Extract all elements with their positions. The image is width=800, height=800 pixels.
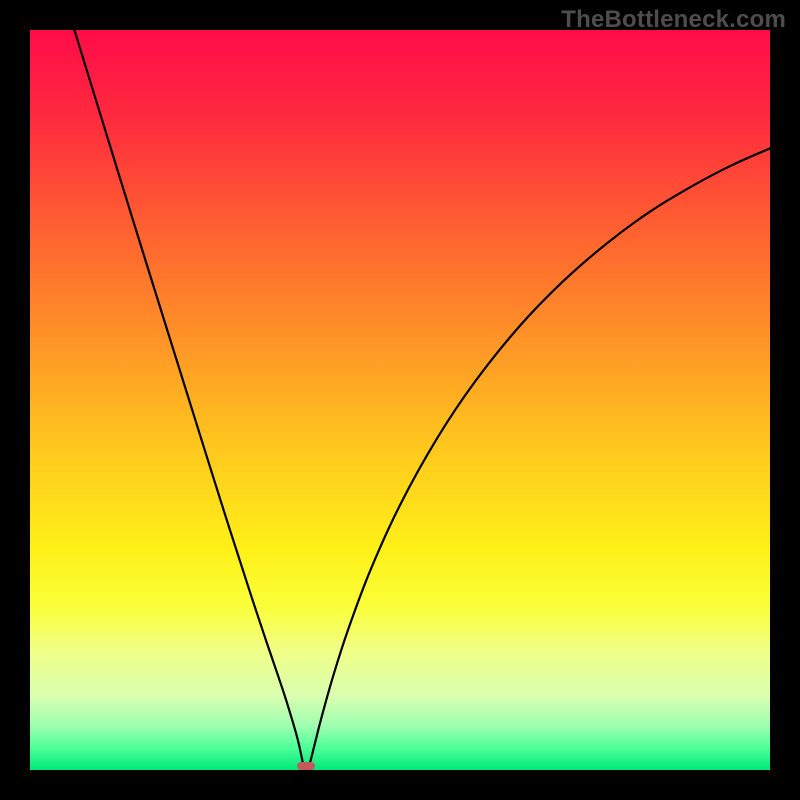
curve-right-branch: [308, 148, 770, 768]
figure-root: TheBottleneck.com: [0, 0, 800, 800]
plot-area: [30, 30, 770, 770]
watermark-text: TheBottleneck.com: [561, 6, 786, 34]
curve-left-branch: [74, 30, 303, 769]
vertex-marker: [297, 762, 315, 770]
curve-layer: [30, 30, 770, 770]
